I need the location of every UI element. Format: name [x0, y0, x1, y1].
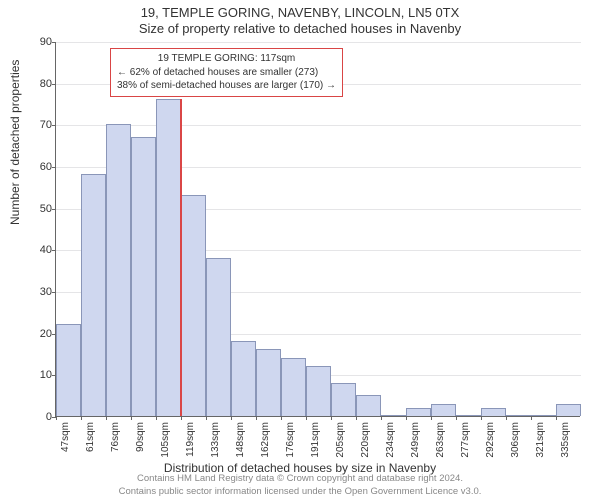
y-tick-label: 0: [22, 411, 52, 423]
gridline: [56, 42, 581, 43]
x-tick-mark: [531, 416, 532, 420]
y-tick-mark: [52, 167, 56, 168]
x-tick-mark: [106, 416, 107, 420]
histogram-bar: [256, 349, 281, 416]
x-tick-mark: [131, 416, 132, 420]
plot-region: 010203040506070809047sqm61sqm76sqm90sqm1…: [55, 42, 580, 417]
y-tick-label: 80: [22, 78, 52, 90]
y-tick-label: 50: [22, 203, 52, 215]
histogram-bar: [81, 174, 106, 416]
x-tick-mark: [181, 416, 182, 420]
x-tick-mark: [381, 416, 382, 420]
x-tick-mark: [556, 416, 557, 420]
x-tick-mark: [206, 416, 207, 420]
x-tick-mark: [431, 416, 432, 420]
y-axis-label: Number of detached properties: [8, 60, 22, 225]
x-tick-mark: [81, 416, 82, 420]
x-tick-mark: [256, 416, 257, 420]
annotation-line1: 19 TEMPLE GORING: 117sqm: [117, 52, 336, 66]
histogram-bar: [206, 258, 231, 416]
y-tick-mark: [52, 125, 56, 126]
histogram-bar: [56, 324, 81, 416]
marker-line: [180, 99, 182, 416]
x-tick-mark: [406, 416, 407, 420]
y-tick-mark: [52, 42, 56, 43]
annotation-line3: 38% of semi-detached houses are larger (…: [117, 79, 336, 93]
x-tick-mark: [356, 416, 357, 420]
y-tick-mark: [52, 292, 56, 293]
histogram-bar: [456, 415, 481, 416]
histogram-bar: [181, 195, 206, 416]
histogram-bar: [131, 137, 156, 416]
y-tick-label: 30: [22, 286, 52, 298]
footer-line2: Contains public sector information licen…: [0, 486, 600, 498]
histogram-bar: [406, 408, 431, 416]
x-tick-mark: [56, 416, 57, 420]
x-tick-mark: [156, 416, 157, 420]
histogram-bar: [506, 415, 531, 416]
histogram-bar: [306, 366, 331, 416]
annotation-line2: ← 62% of detached houses are smaller (27…: [117, 66, 336, 80]
histogram-bar: [281, 358, 306, 416]
x-tick-mark: [481, 416, 482, 420]
y-tick-label: 60: [22, 161, 52, 173]
title-line1: 19, TEMPLE GORING, NAVENBY, LINCOLN, LN5…: [0, 0, 600, 20]
annotation-box: 19 TEMPLE GORING: 117sqm ← 62% of detach…: [110, 48, 343, 97]
y-tick-label: 20: [22, 328, 52, 340]
y-tick-label: 70: [22, 119, 52, 131]
gridline: [56, 125, 581, 126]
y-tick-mark: [52, 209, 56, 210]
histogram-bar: [231, 341, 256, 416]
x-tick-mark: [281, 416, 282, 420]
histogram-bar: [156, 99, 181, 416]
y-tick-label: 10: [22, 369, 52, 381]
x-tick-mark: [231, 416, 232, 420]
histogram-bar: [331, 383, 356, 416]
chart-container: 19, TEMPLE GORING, NAVENBY, LINCOLN, LN5…: [0, 0, 600, 500]
y-tick-label: 40: [22, 244, 52, 256]
y-tick-label: 90: [22, 36, 52, 48]
histogram-bar: [481, 408, 506, 416]
histogram-bar: [381, 415, 406, 416]
histogram-bar: [106, 124, 131, 416]
footer-line1: Contains HM Land Registry data © Crown c…: [0, 473, 600, 485]
x-tick-mark: [331, 416, 332, 420]
title-line2: Size of property relative to detached ho…: [0, 20, 600, 36]
histogram-bar: [531, 415, 556, 416]
histogram-bar: [431, 404, 456, 417]
x-tick-mark: [506, 416, 507, 420]
histogram-bar: [356, 395, 381, 416]
footer: Contains HM Land Registry data © Crown c…: [0, 473, 600, 498]
x-tick-mark: [306, 416, 307, 420]
x-tick-mark: [456, 416, 457, 420]
histogram-bar: [556, 404, 581, 417]
y-tick-mark: [52, 84, 56, 85]
y-tick-mark: [52, 250, 56, 251]
chart-area: 010203040506070809047sqm61sqm76sqm90sqm1…: [55, 42, 580, 417]
